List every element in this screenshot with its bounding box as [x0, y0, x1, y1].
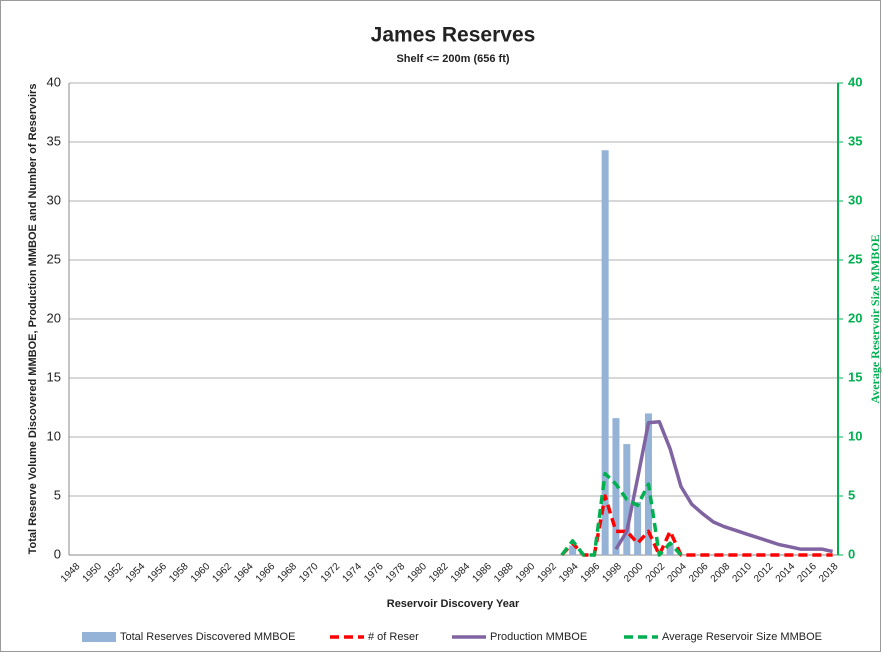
x-tick-label: 2014 [774, 561, 798, 585]
y-tick-label: 35 [47, 133, 61, 148]
x-tick-label: 1966 [254, 561, 278, 585]
x-tick-label: 1958 [167, 561, 191, 585]
x-tick-label: 1962 [211, 561, 235, 585]
y2-tick-label: 20 [848, 310, 862, 325]
x-axis-label: Reservoir Discovery Year [387, 598, 520, 610]
x-tick-label: 1968 [276, 561, 300, 585]
x-tick-label: 1972 [319, 561, 343, 585]
x-tick-label: 1998 [600, 561, 624, 585]
bar [666, 543, 674, 555]
y-tick-label: 0 [54, 546, 61, 561]
x-tick-label: 1960 [189, 561, 213, 585]
x-tick-label: 1996 [579, 561, 603, 585]
bar [601, 150, 609, 555]
line [560, 494, 833, 557]
y-axis-label: Total Reserve Volume Discovered MMBOE, P… [27, 84, 39, 555]
x-tick-label: 1952 [102, 561, 126, 585]
x-tick-label: 1990 [514, 561, 538, 585]
x-tick-label: 1986 [470, 561, 494, 585]
y-tick-label: 30 [47, 192, 61, 207]
legend-label: # of Reser [368, 631, 419, 643]
x-tick-label: 1964 [232, 561, 256, 585]
y2-tick-label: 35 [848, 133, 862, 148]
legend-swatch [82, 632, 116, 642]
y2-axis-label: Average Reservoir Size MMBOE [868, 234, 882, 403]
x-tick-label: 2012 [752, 561, 776, 585]
x-tick-label: 1950 [81, 561, 105, 585]
x-tick-label: 2004 [665, 561, 689, 585]
y2-tick-label: 10 [848, 428, 862, 443]
x-tick-label: 1982 [427, 561, 451, 585]
x-tick-label: 1994 [557, 561, 581, 585]
x-tick-label: 2018 [817, 561, 841, 585]
y2-tick-label: 40 [848, 74, 862, 89]
x-tick-label: 1988 [492, 561, 516, 585]
y-tick-label: 10 [47, 428, 61, 443]
bar [634, 501, 642, 555]
x-tick-label: 2000 [622, 561, 646, 585]
x-tick-label: 2006 [687, 561, 711, 585]
x-tick-label: 2010 [730, 561, 754, 585]
y2-tick-label: 0 [848, 546, 855, 561]
x-tick-label: 1992 [535, 561, 559, 585]
x-tick-label: 2002 [644, 561, 668, 585]
x-tick-label: 1974 [340, 561, 364, 585]
legend-label: Average Reservoir Size MMBOE [662, 631, 822, 643]
x-tick-label: 1980 [405, 561, 429, 585]
y-tick-label: 40 [47, 74, 61, 89]
y2-tick-label: 30 [848, 192, 862, 207]
y-tick-label: 15 [47, 369, 61, 384]
x-tick-label: 2016 [795, 561, 819, 585]
x-tick-label: 1948 [59, 561, 83, 585]
chart-title: James Reserves [371, 24, 536, 47]
y2-tick-label: 25 [848, 251, 862, 266]
x-tick-label: 1956 [146, 561, 170, 585]
x-tick-label: 1954 [124, 561, 148, 585]
x-tick-label: 1976 [362, 561, 386, 585]
legend-label: Production MMBOE [490, 631, 587, 643]
x-tick-label: 1984 [449, 561, 473, 585]
y-tick-label: 25 [47, 251, 61, 266]
y-tick-label: 20 [47, 310, 61, 325]
line [560, 471, 683, 557]
chart-subtitle: Shelf <= 200m (656 ft) [396, 53, 509, 65]
y2-tick-label: 15 [848, 369, 862, 384]
x-tick-label: 1970 [297, 561, 321, 585]
legend-label: Total Reserves Discovered MMBOE [120, 631, 295, 643]
x-tick-label: 1978 [384, 561, 408, 585]
y2-tick-label: 5 [848, 487, 855, 502]
line [614, 419, 833, 554]
bar [569, 545, 577, 555]
y-tick-label: 5 [54, 487, 61, 502]
x-tick-label: 2008 [709, 561, 733, 585]
